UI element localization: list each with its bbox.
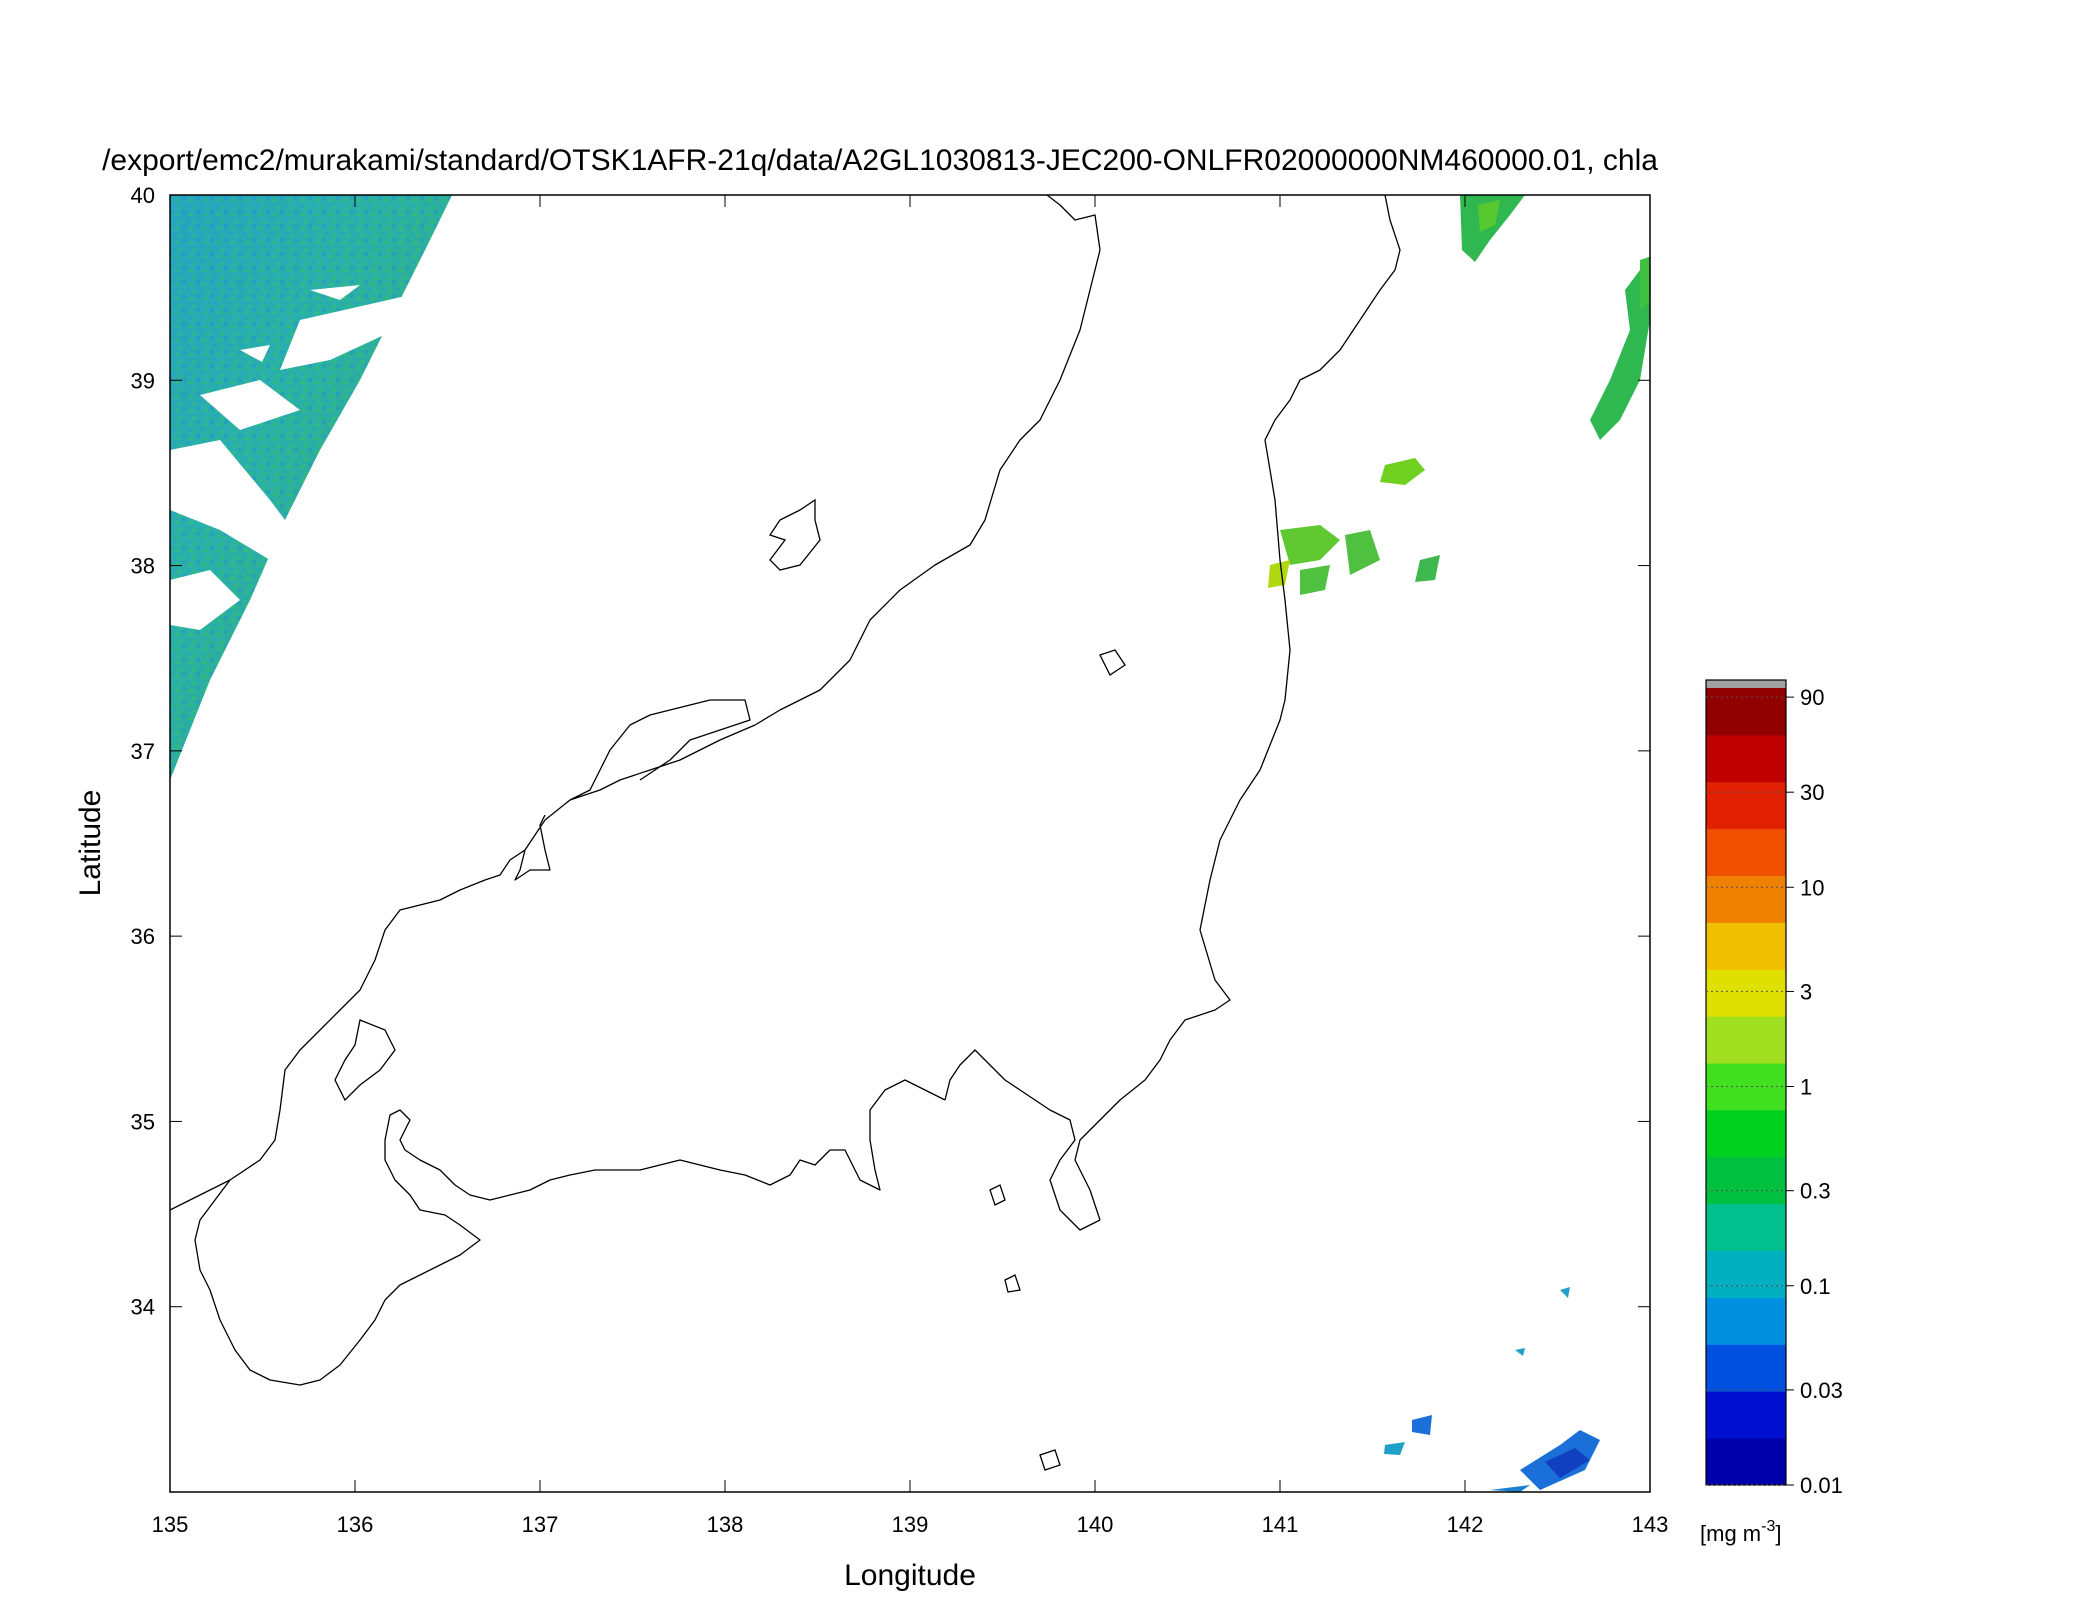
colorbar-tick-label: 30 xyxy=(1800,780,1824,805)
colorbar-tick-label: 90 xyxy=(1800,685,1824,710)
coast-tokyo-bay xyxy=(944,1049,1101,1231)
chlorophyll-data-layer xyxy=(170,195,1650,1492)
colorbar-segment xyxy=(1706,1203,1786,1252)
x-tick-label: 136 xyxy=(337,1512,374,1537)
patches-northeast xyxy=(1460,195,1650,440)
coast-noto xyxy=(569,699,751,801)
colorbar-segment xyxy=(1706,1250,1786,1298)
colorbar-ticks: 90 30 10 3 1 0.3 0.1 0.03 0.01 xyxy=(1706,685,1843,1498)
island-sea-east xyxy=(1099,649,1126,676)
colorbar-segment xyxy=(1706,1156,1786,1205)
x-tick-label: 142 xyxy=(1447,1512,1484,1537)
coast-toyama-bay xyxy=(514,814,551,881)
x-axis-title: Longitude xyxy=(844,1559,976,1592)
coast-honshu-north xyxy=(170,195,1101,1211)
colorbar-tick-label: 0.3 xyxy=(1800,1179,1831,1204)
colorbar-segment xyxy=(1706,781,1786,830)
patches-southeast xyxy=(1384,1287,1600,1492)
colorbar-tick-label: 0.1 xyxy=(1800,1274,1831,1299)
x-tick-label: 140 xyxy=(1077,1512,1114,1537)
island-sado xyxy=(768,498,821,571)
island-awaji xyxy=(334,1019,396,1102)
y-tick-label: 35 xyxy=(131,1109,155,1134)
y-tick-label: 36 xyxy=(131,924,155,949)
y-tick-label: 40 xyxy=(131,183,155,208)
plot-frame xyxy=(169,194,1651,1493)
x-tick-label: 135 xyxy=(152,1512,189,1537)
x-tick-label: 137 xyxy=(522,1512,559,1537)
x-tick-label: 139 xyxy=(892,1512,929,1537)
colorbar-tick-label: 10 xyxy=(1800,875,1824,900)
colorbar-segment xyxy=(1706,688,1786,736)
cloud-gaps xyxy=(170,285,410,630)
x-tick-label: 141 xyxy=(1262,1512,1299,1537)
colorbar-unit-suffix: ] xyxy=(1775,1521,1781,1546)
y-axis-ticks: 34 35 36 37 38 39 40 xyxy=(131,183,1650,1320)
colorbar-segment xyxy=(1706,734,1786,783)
colorbar-segment xyxy=(1706,1109,1786,1158)
y-tick-label: 34 xyxy=(131,1295,155,1320)
x-axis-ticks: 135 136 137 138 139 140 141 142 143 xyxy=(152,195,1669,1537)
coast-izu-suruga xyxy=(620,1079,946,1191)
colorbar-tick-label: 1 xyxy=(1800,1075,1812,1100)
colorbar-tick-label: 3 xyxy=(1800,979,1812,1004)
colorbar-unit-prefix: [mg m xyxy=(1700,1521,1761,1546)
swath-left-overlay xyxy=(170,195,452,780)
colorbar-segment xyxy=(1706,1016,1786,1064)
colorbar-unit-exponent: -3 xyxy=(1761,1518,1775,1535)
patches-sendai xyxy=(1268,458,1440,595)
island-hachijo xyxy=(1039,1449,1061,1471)
y-tick-label: 38 xyxy=(131,554,155,579)
colorbar-segment xyxy=(1706,1297,1786,1345)
colorbar: 90 30 10 3 1 0.3 0.1 0.03 0.01 [mg m-3] xyxy=(1700,679,1843,1546)
y-tick-label: 39 xyxy=(131,368,155,393)
colorbar-segment xyxy=(1706,922,1786,970)
coastlines xyxy=(170,195,1401,1471)
colorbar-over-cap xyxy=(1706,680,1786,688)
y-tick-label: 37 xyxy=(131,739,155,764)
colorbar-segment xyxy=(1706,1438,1786,1486)
plot-title: /export/emc2/murakami/standard/OTSK1AFR-… xyxy=(102,144,1658,177)
colorbar-unit: [mg m-3] xyxy=(1700,1518,1781,1546)
colorbar-tick-label: 0.01 xyxy=(1800,1473,1843,1498)
coast-honshu-pacific xyxy=(1074,195,1401,1221)
colorbar-segment xyxy=(1706,875,1786,923)
colorbar-segment xyxy=(1706,828,1786,877)
island-miyake xyxy=(1004,1274,1021,1293)
island-oshima xyxy=(989,1184,1006,1206)
x-tick-label: 138 xyxy=(707,1512,744,1537)
colorbar-segment xyxy=(1706,969,1786,1017)
colorbar-segment xyxy=(1706,1344,1786,1392)
x-tick-label: 143 xyxy=(1632,1512,1669,1537)
colorbar-segments xyxy=(1706,688,1786,1486)
colorbar-tick-label: 0.03 xyxy=(1800,1378,1843,1403)
y-axis-title: Latitude xyxy=(74,790,107,897)
coast-ise-kii xyxy=(194,1109,620,1386)
colorbar-segment xyxy=(1706,1391,1786,1439)
